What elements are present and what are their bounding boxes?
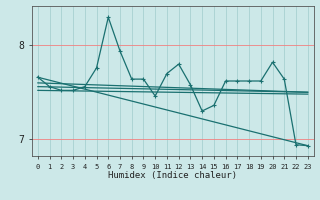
- X-axis label: Humidex (Indice chaleur): Humidex (Indice chaleur): [108, 171, 237, 180]
